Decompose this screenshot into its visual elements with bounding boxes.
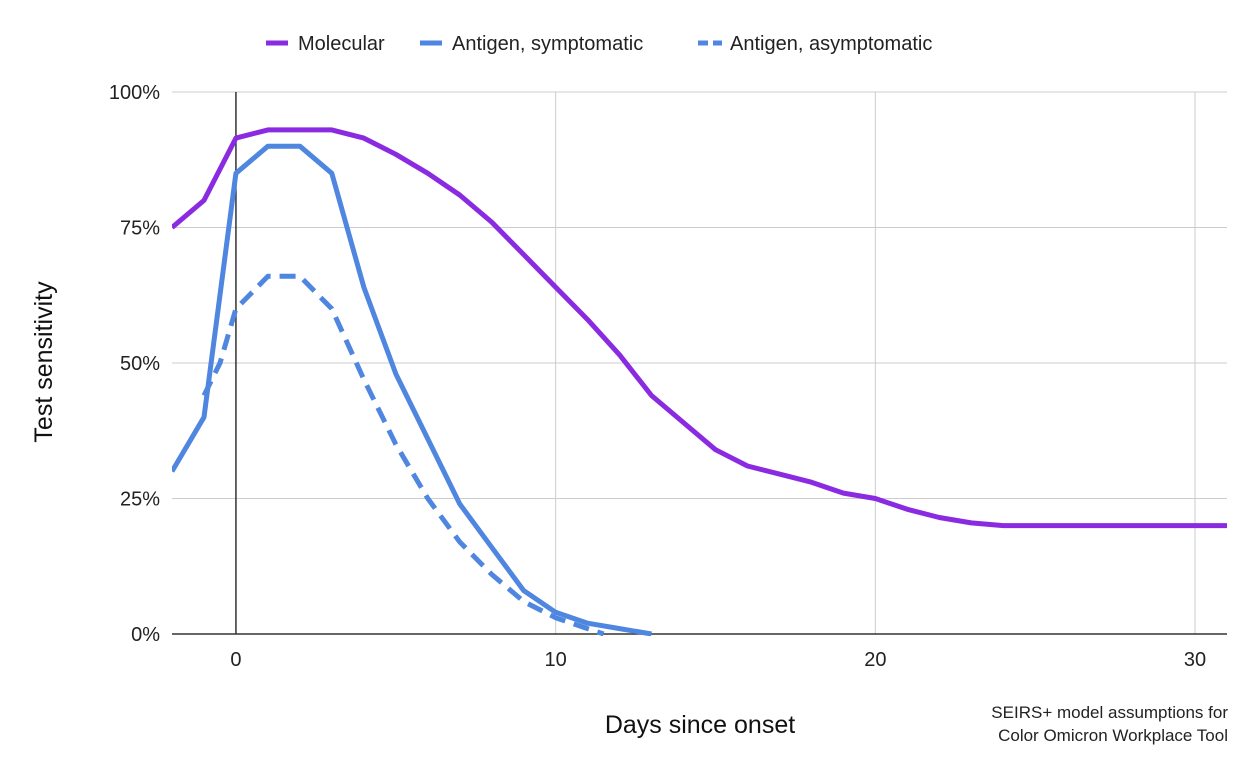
x-tick-label: 10 xyxy=(545,649,567,671)
caption-line-1: SEIRS+ model assumptions for xyxy=(991,703,1228,722)
x-axis-title: Days since onset xyxy=(605,711,795,739)
y-tick-label: 100% xyxy=(109,82,160,104)
y-axis-title: Test sensitivity xyxy=(30,281,58,443)
x-axis-ticks: 0 10 20 30 xyxy=(230,649,1206,671)
x-tick-label: 0 xyxy=(230,649,241,671)
x-tick-label: 30 xyxy=(1184,649,1206,671)
series-line-2 xyxy=(201,273,605,636)
series-line-1 xyxy=(172,143,652,636)
legend: Molecular Antigen, symptomatic Antigen, as… xyxy=(266,33,932,55)
y-axis-ticks: 0% 25% 50% 75% 100% xyxy=(109,82,160,646)
y-tick-label: 0% xyxy=(131,624,160,646)
x-tick-label: 20 xyxy=(864,649,886,671)
y-tick-label: 50% xyxy=(120,353,160,375)
y-tick-label: 75% xyxy=(120,218,160,240)
series-lines xyxy=(172,127,1227,636)
caption-line-2: Color Omicron Workplace Tool xyxy=(998,726,1228,745)
legend-label-0: Molecular xyxy=(298,33,385,55)
legend-label-2: Antigen, asymptomatic xyxy=(730,33,932,55)
y-tick-label: 25% xyxy=(120,489,160,511)
legend-label-1: Antigen, symptomatic xyxy=(452,33,643,55)
series-line-0 xyxy=(172,127,1227,529)
